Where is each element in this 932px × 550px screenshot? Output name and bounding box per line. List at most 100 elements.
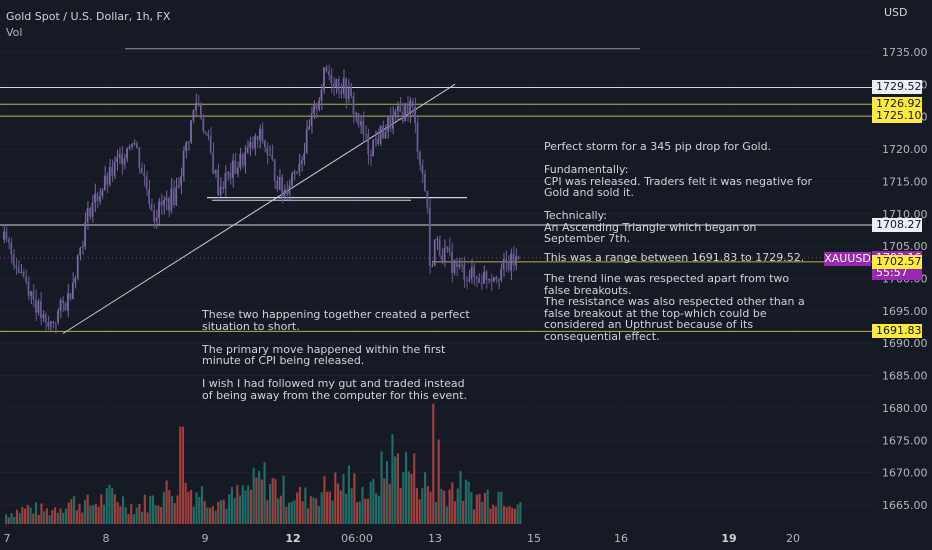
candle-body <box>158 201 160 218</box>
volume-indicator-label[interactable]: Vol <box>6 26 23 39</box>
volume-bar <box>67 502 70 524</box>
volume-bar <box>200 486 204 524</box>
volume-bar <box>304 487 307 524</box>
volume-bar <box>326 491 329 524</box>
volume-bar <box>481 502 484 524</box>
volume-bar <box>353 473 356 524</box>
candle-body <box>108 166 111 185</box>
candle-body <box>347 87 350 100</box>
volume-bar <box>5 514 8 524</box>
volume-bar <box>135 507 138 524</box>
candle-body <box>150 203 153 211</box>
volume-bar <box>266 500 269 524</box>
volume-bar <box>421 488 424 524</box>
volume-bar <box>83 499 87 524</box>
price-label: 1708.27 <box>872 217 922 232</box>
volume-bar <box>15 509 19 524</box>
candle-body <box>44 314 47 322</box>
candle-body <box>507 262 510 271</box>
volume-bar <box>394 456 397 524</box>
candle-body <box>180 176 182 186</box>
volume-bar <box>519 502 522 524</box>
candle-body <box>3 231 5 240</box>
candle-body <box>473 267 475 277</box>
volume-bar <box>211 506 214 524</box>
candle-body <box>22 271 25 278</box>
trendline <box>62 83 456 334</box>
volume-bar <box>263 462 266 524</box>
volume-bar <box>40 503 43 524</box>
volume-bar <box>380 451 383 524</box>
volume-bar <box>464 479 467 524</box>
volume-bar <box>282 475 285 524</box>
candle-body <box>305 129 308 154</box>
volume-bar <box>315 498 318 524</box>
candle-body <box>71 282 74 300</box>
x-tick-label: 16 <box>614 532 628 545</box>
candle-body <box>222 186 224 189</box>
candle-body <box>458 264 461 267</box>
candle-body <box>155 217 158 222</box>
candle-body <box>101 190 104 197</box>
candle-body <box>387 117 389 132</box>
candle-body <box>327 71 330 75</box>
candle-body <box>487 279 490 281</box>
volume-bar <box>56 512 59 524</box>
volume-bar <box>358 501 361 524</box>
candle-body <box>94 193 96 203</box>
volume-bar <box>247 485 250 524</box>
candle-body <box>468 279 470 281</box>
volume-bar <box>94 503 97 524</box>
candle-body <box>320 89 323 101</box>
candle-body <box>517 256 520 259</box>
volume-bar <box>502 506 506 524</box>
volume-bar <box>190 489 193 524</box>
candle-body <box>293 172 296 174</box>
candle-body <box>281 176 283 197</box>
volume-bar <box>162 492 165 524</box>
price-label: 1726.92 <box>872 97 922 112</box>
volume-bar <box>443 490 446 524</box>
volume-bar <box>483 493 487 524</box>
candle-body <box>438 238 441 256</box>
note-left: These two happening together created a p… <box>202 308 470 402</box>
candle-body <box>249 142 251 148</box>
candle-body <box>145 176 148 190</box>
candle-body <box>177 185 180 188</box>
candle-body <box>455 260 458 267</box>
volume-bar <box>407 471 410 524</box>
volume-bar <box>184 482 187 524</box>
candle-body <box>340 90 342 94</box>
x-tick-label: 20 <box>786 532 800 545</box>
volume-bar <box>361 487 364 524</box>
volume-bar <box>345 493 348 524</box>
candle-body <box>273 159 276 181</box>
volume-bar <box>233 498 236 524</box>
candles <box>3 64 520 334</box>
y-tick-label: 1710.00 <box>882 208 928 221</box>
candle-body <box>377 138 379 144</box>
volume-bar <box>513 508 516 524</box>
candle-body <box>268 154 271 156</box>
volume-bar <box>81 512 84 524</box>
volume-bar <box>195 492 198 524</box>
volume-bar <box>206 507 209 524</box>
volume-bar <box>203 501 206 524</box>
volume-bar <box>170 496 174 524</box>
candle-body <box>20 271 22 273</box>
candle-body <box>286 189 288 195</box>
candle-body <box>172 188 175 206</box>
candle-body <box>99 196 101 202</box>
volume-bar <box>296 492 299 524</box>
candle-body <box>42 314 45 319</box>
candle-body <box>212 152 214 174</box>
y-tick-label: 1670.00 <box>882 467 928 480</box>
volume-bar <box>415 488 418 524</box>
candle-body <box>308 126 310 130</box>
volume-bar <box>404 452 408 524</box>
volume-bar <box>124 507 127 524</box>
candle-body <box>52 321 54 324</box>
candle-body <box>345 78 347 100</box>
volume-bar <box>21 506 24 524</box>
